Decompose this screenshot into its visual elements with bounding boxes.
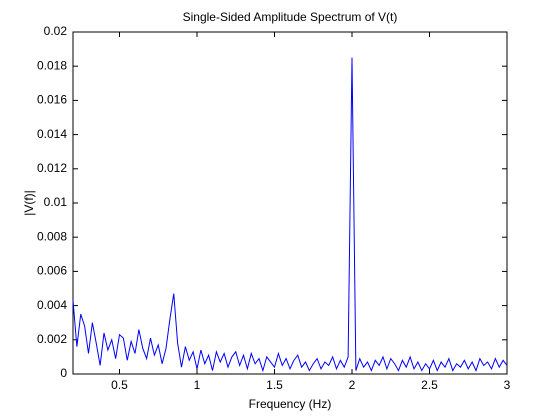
y-tick-label: 0.01 [44,195,68,209]
x-tick-label: 2 [349,378,356,392]
data-line [72,57,508,373]
x-tick-label: 0.5 [111,378,128,392]
y-tick-label: 0.006 [37,264,67,278]
x-tick-label: 1.5 [266,378,283,392]
y-tick-label: 0.004 [37,298,67,312]
x-tick-label: 3 [504,378,511,392]
chart-title: Single-Sided Amplitude Spectrum of V(t) [183,10,398,24]
y-tick-label: 0.012 [37,161,67,175]
x-tick-label: 1 [194,378,201,392]
plot-box [72,31,508,375]
y-tick-label: 0.016 [37,93,67,107]
y-tick-label: 0.002 [37,332,67,346]
y-tick-label: 0.008 [37,229,67,243]
x-tick-label: 2.5 [421,378,438,392]
y-tick-label: 0 [60,366,67,380]
x-axis-label: Frequency (Hz) [249,397,332,411]
y-tick-label: 0.02 [44,24,68,38]
y-tick-label: 0.018 [37,58,67,72]
y-axis-label: |V(f)| [22,190,36,216]
y-tick-label: 0.014 [37,127,67,141]
